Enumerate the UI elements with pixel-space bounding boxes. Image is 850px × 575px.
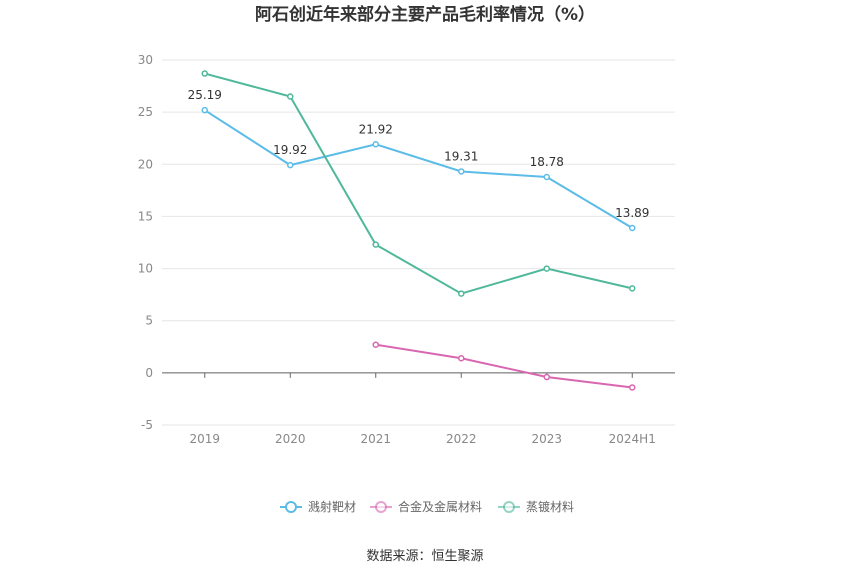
legend-item[interactable]: 合金及金属材料 xyxy=(370,499,482,514)
x-tick-label: 2020 xyxy=(275,432,306,446)
x-axis: 2019 2020 2021 2022 2023 2024H1 xyxy=(162,372,675,446)
x-tick-label: 2022 xyxy=(446,432,477,446)
source-note: 数据来源：恒生聚源 xyxy=(366,549,483,564)
legend-label: 合金及金属材料 xyxy=(398,499,482,514)
series-group xyxy=(201,70,636,391)
data-point[interactable] xyxy=(201,106,208,114)
data-point[interactable] xyxy=(629,285,636,292)
legend-marker xyxy=(503,501,515,513)
data-label: 13.89 xyxy=(615,206,649,220)
data-point[interactable] xyxy=(372,341,379,348)
legend-item[interactable]: 蒸镀材料 xyxy=(498,500,574,514)
data-point[interactable] xyxy=(372,241,379,248)
series-1 xyxy=(372,341,636,391)
data-point[interactable] xyxy=(629,384,636,391)
data-point[interactable] xyxy=(201,70,208,77)
legend-marker xyxy=(375,501,387,513)
legend[interactable]: 溅射靶材 合金及金属材料 蒸镀材料 xyxy=(280,499,574,514)
series-0 xyxy=(201,106,636,232)
y-tick-label: 5 xyxy=(145,314,153,328)
y-axis: -5 0 5 10 15 20 25 30 xyxy=(138,53,153,432)
series-line xyxy=(375,343,633,389)
x-tick-label: 2024H1 xyxy=(609,432,656,446)
series-2 xyxy=(201,70,636,297)
data-point[interactable] xyxy=(458,355,465,362)
data-point[interactable] xyxy=(458,168,465,175)
y-tick-label: -5 xyxy=(141,418,153,432)
legend-label: 蒸镀材料 xyxy=(526,500,574,514)
y-tick-label: 15 xyxy=(138,209,153,223)
y-tick-label: 10 xyxy=(138,262,153,276)
data-point[interactable] xyxy=(543,265,550,272)
data-point[interactable] xyxy=(543,373,550,381)
data-point[interactable] xyxy=(287,93,294,100)
x-tick-label: 2019 xyxy=(189,432,220,446)
legend-marker xyxy=(285,501,297,513)
series-line xyxy=(204,109,633,229)
x-tick-label: 2021 xyxy=(360,432,391,446)
data-point[interactable] xyxy=(372,141,379,148)
data-labels: 25.19 19.92 21.92 19.31 18.78 13.89 xyxy=(188,88,650,220)
data-label: 25.19 xyxy=(188,88,222,102)
legend-label: 溅射靶材 xyxy=(308,499,356,514)
data-point[interactable] xyxy=(287,161,294,169)
data-label: 18.78 xyxy=(530,155,564,169)
y-tick-label: 20 xyxy=(138,157,153,171)
series-line xyxy=(204,72,633,295)
legend-item[interactable]: 溅射靶材 xyxy=(280,499,356,514)
data-label: 19.31 xyxy=(444,149,478,163)
chart-title: 阿石创近年来部分主要产品毛利率情况（%） xyxy=(255,4,595,25)
y-tick-label: 30 xyxy=(138,53,153,67)
y-tick-label: 0 xyxy=(145,366,153,380)
data-label: 19.92 xyxy=(273,143,307,157)
grid xyxy=(162,59,675,426)
x-tick-label: 2023 xyxy=(531,432,562,446)
data-label: 21.92 xyxy=(359,122,393,136)
data-point[interactable] xyxy=(629,224,636,232)
y-tick-label: 25 xyxy=(138,105,153,119)
data-point[interactable] xyxy=(458,290,465,297)
data-point[interactable] xyxy=(543,173,550,181)
